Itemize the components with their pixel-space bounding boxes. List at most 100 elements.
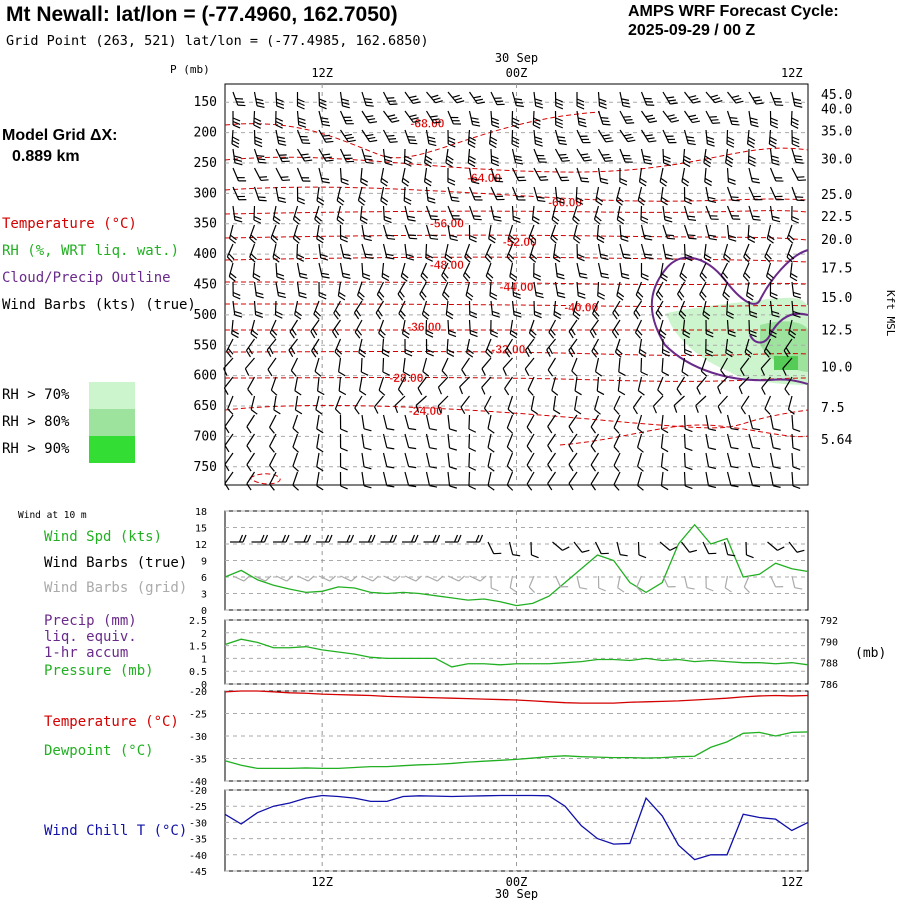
wind-barb-541 [246,471,256,491]
wind-barb-489 [292,433,299,453]
wind-barb-503 [590,433,600,453]
wind-barb-183 [683,205,697,221]
wind-barb-4 [318,91,327,110]
wind-barb-146 [468,186,483,201]
wind-barb-421 [574,376,582,396]
wind-barb-251 [400,262,409,282]
kft-tick-10: 10.0 [821,361,852,376]
bottom-tick-0: 12Z [311,875,333,889]
wind-barb-348 [748,319,757,338]
wind-barb-63 [425,129,437,147]
wind-barb-566 [791,471,801,490]
top-tick-1: 00Z [506,66,528,80]
wind-barb-291 [676,281,686,301]
precip-pressure-ytick-5: 2.5 [189,616,207,627]
wind-barb-268 [765,262,774,282]
temp-dewpoint-ytick-2: -30 [189,732,207,743]
wind-barb-147 [490,186,505,201]
wind-barb-552 [487,471,495,491]
wind-barb-543 [292,471,299,491]
wind-barb-547 [382,471,395,488]
wind-barb-329 [332,319,341,339]
p-tick-0: 150 [194,95,217,110]
wind-barb-119 [468,167,480,185]
wind-barb-531 [613,452,621,472]
wind-barb-414 [417,376,427,396]
wind-barb-441 [415,395,427,413]
wind-barb-386 [402,357,411,377]
precip-pressure-ytick-4: 2 [201,629,207,640]
wind-speed-panel: 0 3 6 9 12 15 18 [195,507,809,617]
barb10-true-0 [230,534,247,543]
wind-barb-137 [275,186,287,204]
wind-barb-260 [597,262,610,279]
wind-chill-ytick-1: -40 [189,851,207,862]
wind-barb-262 [640,262,649,281]
wind-barb-292 [699,281,707,301]
wind-barb-55 [253,129,263,148]
barb10-grid-4 [318,575,336,582]
wind-barb-311 [533,300,542,319]
wind-barb-404 [782,357,793,376]
wind-barb-376 [763,338,772,358]
precip-pressure-ytick-1: 0.5 [189,667,207,678]
wind-barb-384 [360,357,369,376]
p-tick-3: 300 [194,186,217,201]
wind-barb-77 [726,129,735,148]
wind-barb-157 [705,186,717,203]
wind-barb-185 [726,205,741,220]
wind-barb-501 [547,433,556,453]
kft-tick-8: 15.0 [821,291,852,306]
wind-barb-332 [401,319,410,339]
wind-barb-231 [552,243,561,263]
legend-3: Wind Barbs (kts) (true) [2,297,196,313]
rh-swatch-2 [89,436,135,463]
temp-contour-6 [224,281,809,286]
temp-contour-5 [224,256,809,263]
rh-swatch-1 [89,409,135,436]
wind-barb-308 [468,300,478,319]
wind-barb-32 [339,110,354,125]
wind-barb-302 [333,300,342,320]
barb10-true-18 [616,541,628,557]
wind-barb-175 [511,205,521,224]
wind-barb-273 [296,281,307,299]
wind-barb-47 [662,110,679,123]
wind-barb-111 [296,167,311,182]
wind-barb-461 [269,414,277,434]
wind-barb-387 [422,357,430,377]
wind-barb-280 [441,281,450,301]
barb10-true-6 [359,534,376,543]
precip-pressure-panel: 0 0.5 11.5 2 2.5 786 788 790 792 [189,616,838,691]
wind-barb-29 [275,110,284,129]
wind-barb-31 [318,110,331,127]
wind-barb-335 [468,319,478,338]
kft-tick-12: 5.64 [821,433,852,448]
wind-barb-254 [462,262,471,282]
wind-barb-297 [232,300,243,318]
wind-label-1: Wind Barbs (true) [44,555,188,571]
wind-barb-480 [683,414,693,433]
wind-barb-484 [769,414,781,431]
wind-barb-39 [490,110,500,129]
wind-barb-538 [769,452,781,469]
wind-barb-416 [459,376,470,395]
wind-barb-444 [483,395,492,415]
wind-barb-87 [361,148,374,164]
wind-barb-22 [705,91,723,104]
wind-barb-342 [611,319,621,339]
wind-barb-279 [419,281,428,301]
wind-barb-307 [445,300,454,320]
barb10-true-3 [294,534,312,543]
p-tick-1: 200 [194,126,217,141]
p-tick-8: 550 [194,338,217,353]
wind-barb-364 [504,338,514,358]
wind-barb-225 [425,243,434,262]
model-grid-value: 0.889 km [12,148,80,165]
wind-barb-130 [704,167,713,187]
wind-barb-528 [547,452,556,472]
wind-barb-198 [425,224,439,240]
wind-barb-82 [253,148,267,164]
wind-barb-357 [358,338,367,358]
wind-barb-216 [226,243,235,263]
